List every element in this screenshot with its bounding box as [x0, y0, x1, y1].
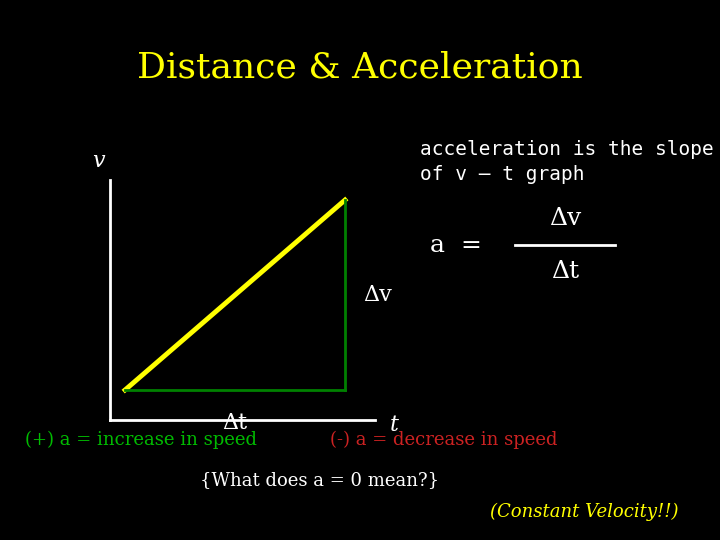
Text: t: t — [390, 414, 399, 436]
Text: (Constant Velocity!!): (Constant Velocity!!) — [490, 503, 678, 521]
Text: v: v — [91, 150, 104, 172]
Text: of v – t graph: of v – t graph — [420, 165, 585, 184]
Text: a  =: a = — [430, 233, 482, 256]
Text: Δv: Δv — [549, 207, 581, 230]
Text: Δt: Δt — [222, 412, 248, 434]
Text: {What does a = 0 mean?}: {What does a = 0 mean?} — [200, 471, 439, 489]
Text: (-) a = decrease in speed: (-) a = decrease in speed — [330, 431, 557, 449]
Text: acceleration is the slope: acceleration is the slope — [420, 140, 714, 159]
Text: Δt: Δt — [551, 260, 579, 283]
Text: (+) a = increase in speed: (+) a = increase in speed — [25, 431, 257, 449]
Text: Distance & Acceleration: Distance & Acceleration — [137, 50, 583, 84]
Text: Δv: Δv — [363, 284, 392, 306]
